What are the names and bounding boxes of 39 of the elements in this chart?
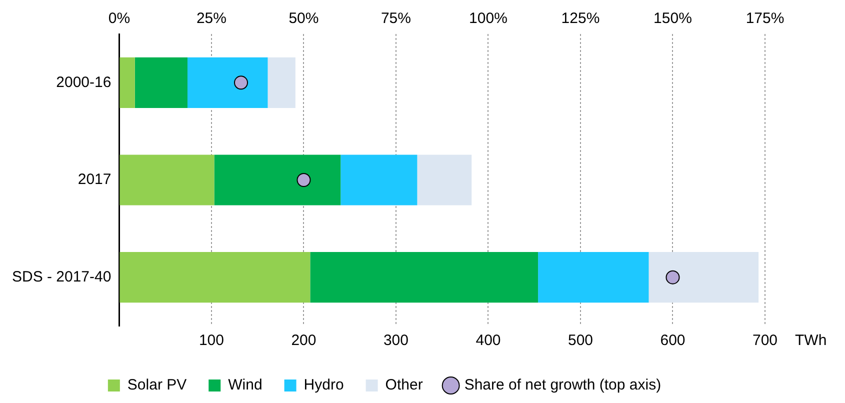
legend-label: Hydro <box>304 376 344 394</box>
bar <box>340 154 418 206</box>
y-tick-label: 2017 <box>78 171 112 188</box>
x2-tick-label: 75% <box>380 10 411 28</box>
legend-label: Share of net growth (top axis) <box>464 376 662 394</box>
bar <box>268 57 296 108</box>
point <box>234 76 248 90</box>
x2-tick-label: 50% <box>288 10 319 28</box>
x-tick-label: 600 <box>660 332 686 350</box>
bar <box>120 252 310 303</box>
x2-tick-label: 0% <box>108 10 130 28</box>
bar <box>214 154 341 206</box>
x-tick-label: 400 <box>476 332 501 350</box>
bar <box>648 252 759 303</box>
x2-tick-label: 175% <box>746 10 784 28</box>
legend-label: Other <box>385 376 423 394</box>
x2-tick-label: 150% <box>654 10 692 28</box>
x-tick-label: 200 <box>291 332 316 350</box>
x-tick-label: 300 <box>383 332 408 350</box>
y-tick-label: SDS - 2017-40 <box>12 268 112 286</box>
bar <box>538 252 649 303</box>
x-tick-label: 100 <box>198 332 224 350</box>
x-tick-label: 500 <box>568 332 594 350</box>
point <box>296 173 311 187</box>
x2-tick-label: 125% <box>561 10 600 28</box>
x-tick-label: 700 <box>752 332 778 350</box>
x2-tick-label: 100% <box>469 10 508 28</box>
x2-tick-label: 25% <box>196 10 226 28</box>
bar <box>134 57 188 108</box>
point <box>666 270 680 284</box>
bar <box>187 57 268 108</box>
bar <box>310 252 538 303</box>
bar <box>120 57 135 108</box>
bar <box>120 154 214 206</box>
y-tick-label: 2000-16 <box>56 74 112 91</box>
legend-label: Solar PV <box>127 376 187 394</box>
legend-label: Wind <box>228 376 262 394</box>
x-axis-title: TWh <box>795 332 827 350</box>
bar <box>417 154 472 206</box>
